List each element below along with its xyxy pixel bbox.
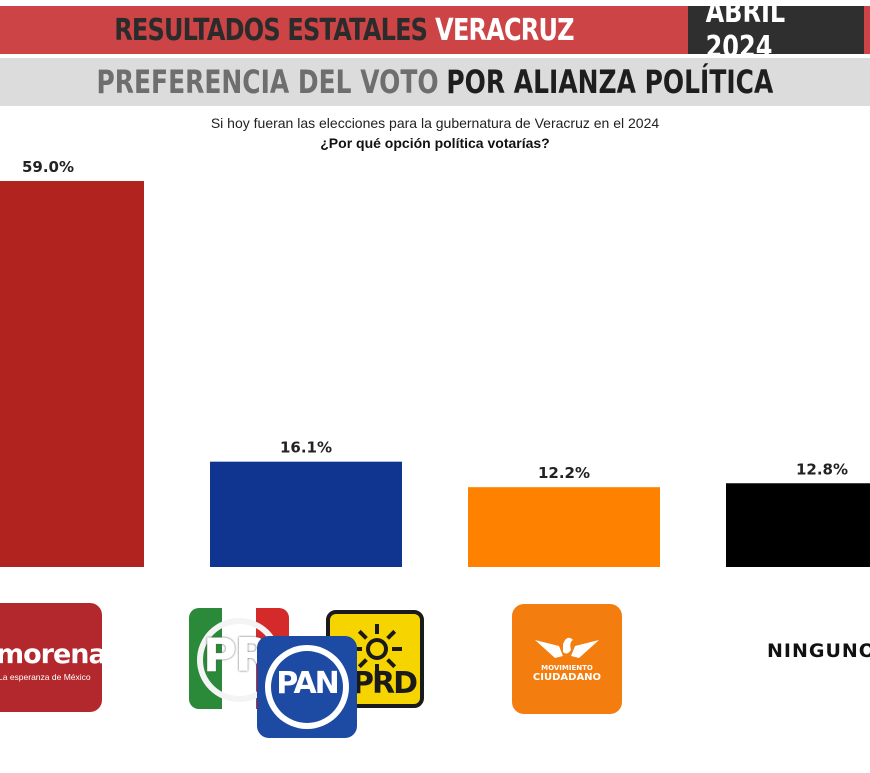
bar-value-label-2: 16.1% <box>280 439 332 457</box>
question-text: Si hoy fueran las elecciones para la gub… <box>210 115 660 131</box>
pan-logo: PAN <box>257 636 357 738</box>
header-title-state: VERACRUZ <box>435 12 574 48</box>
prd-sun-icon <box>352 624 402 674</box>
mc-eagle-icon <box>535 637 599 658</box>
morena-tagline: La esperanza de México <box>0 672 91 682</box>
subtitle: PREFERENCIA DEL VOTO POR ALIANZA POLÍTICA <box>0 58 870 106</box>
prd-name: PRD <box>352 666 418 701</box>
date-badge: ABRIL 2024 <box>688 0 864 65</box>
header-title-main: RESULTADOS ESTATALES <box>114 12 428 48</box>
mc-logo: MOVIMIENTO CIUDADANO <box>512 604 622 714</box>
bar-value-label-4: 12.8% <box>796 460 848 478</box>
bar-2 <box>210 461 402 567</box>
subtitle-part2: POR ALIANZA POLÍTICA <box>446 63 774 101</box>
morena-name: morena <box>0 639 107 670</box>
header-title: RESULTADOS ESTATALES VERACRUZ <box>69 6 619 54</box>
morena-logo: morena La esperanza de México <box>0 603 107 712</box>
bar-3 <box>468 487 660 567</box>
bar-value-label-1: 59.0% <box>22 158 74 176</box>
pan-ring-inner <box>271 651 343 723</box>
mc-name-line1: MOVIMIENTO <box>541 664 593 672</box>
mc-name-line2: CIUDADANO <box>532 672 602 683</box>
bar-4 <box>726 483 870 567</box>
bar-value-label-3: 12.2% <box>538 464 590 482</box>
subtitle-banner <box>0 58 870 106</box>
date-label: ABRIL 2024 <box>705 0 786 65</box>
ninguno-label: NINGUNO <box>767 640 870 662</box>
bar-1 <box>0 181 144 567</box>
question-prompt: ¿Por qué opción política votarías? <box>320 135 550 151</box>
pan-name: PAN <box>276 666 340 701</box>
subtitle-part1: PREFERENCIA DEL VOTO <box>96 63 439 101</box>
